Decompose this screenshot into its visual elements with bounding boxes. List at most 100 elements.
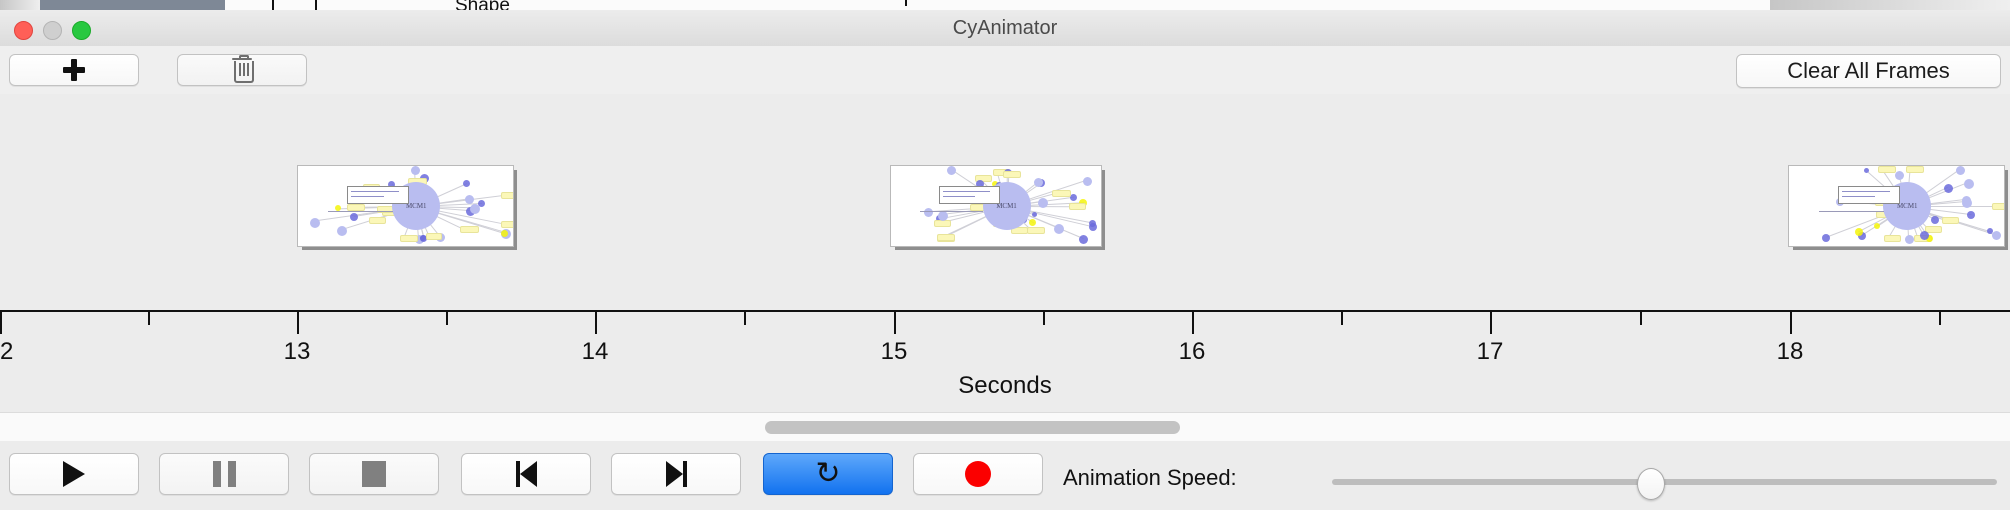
transport-bar: ↻ Animation Speed: (0, 441, 2010, 510)
network-node (1089, 219, 1096, 227)
close-button[interactable] (14, 21, 33, 40)
ruler-baseline (0, 310, 2010, 312)
timeline-ruler: 12 13 14 15 16 17 18 Seconds (0, 310, 2010, 410)
ruler-tick-minor (148, 312, 150, 325)
network-node-label (1884, 235, 1902, 242)
network-node (1032, 211, 1038, 217)
ruler-tick-label: 18 (1776, 338, 1804, 365)
skip-to-end-button[interactable] (611, 453, 741, 495)
network-node (349, 213, 358, 222)
frame-network-preview: MCM1 (1788, 165, 2005, 247)
network-node (1089, 223, 1097, 232)
ruler-tick-minor (744, 312, 746, 325)
clear-all-frames-button[interactable]: Clear All Frames (1736, 54, 2001, 88)
network-node-label (501, 220, 513, 228)
network-node (410, 166, 420, 175)
network-node-label (460, 225, 480, 233)
network-node (1863, 168, 1869, 174)
bg-segment (0, 0, 40, 12)
window-controls (14, 21, 91, 40)
pause-button[interactable] (159, 453, 289, 495)
ruler-tick-label: 14 (581, 338, 609, 365)
bg-tick (315, 0, 317, 12)
frame-network-preview: MCM1 (297, 165, 514, 247)
network-node (388, 180, 396, 188)
frame-toolbar: Clear All Frames (0, 46, 2010, 95)
trash-icon (232, 55, 254, 83)
network-node (336, 226, 347, 237)
frame-thumbnail-3[interactable]: MCM1 (1788, 165, 2008, 250)
frame-network-preview: MCM1 (890, 165, 1102, 247)
timeline-scrollbar-thumb[interactable] (765, 421, 1180, 434)
ruler-tick-label: 12 (0, 338, 14, 365)
timeline-canvas[interactable]: MCM1 MCM1 MCM1 (0, 94, 2010, 310)
bg-tick (272, 0, 274, 12)
network-caption (328, 211, 393, 212)
pause-icon (212, 461, 236, 487)
timeline-scrollbar[interactable] (0, 412, 2010, 442)
network-node (478, 199, 486, 207)
plus-icon (63, 59, 85, 81)
network-annotation-box (939, 186, 1000, 204)
network-node (1070, 193, 1078, 201)
stop-icon (362, 461, 386, 487)
network-node (420, 235, 427, 241)
frame-thumbnail-1[interactable]: MCM1 (297, 165, 517, 250)
network-node (1082, 176, 1092, 186)
network-node-label (934, 219, 952, 227)
skip-forward-icon (665, 461, 687, 487)
network-node (1925, 235, 1933, 242)
network-node-label (501, 191, 513, 199)
title-bar[interactable]: CyAnimator (0, 10, 2010, 47)
network-node (1078, 235, 1088, 244)
skip-to-start-button[interactable] (461, 453, 591, 495)
network-node (464, 195, 474, 205)
window-title: CyAnimator (952, 17, 1058, 39)
network-node-label (399, 235, 418, 242)
network-node (470, 204, 481, 215)
network-node (414, 235, 424, 244)
ruler-tick-minor (1341, 312, 1343, 325)
network-node (1038, 197, 1049, 208)
zoom-button[interactable] (72, 21, 91, 40)
minimize-button[interactable] (43, 21, 62, 40)
network-caption (920, 211, 983, 212)
loop-button[interactable]: ↻ (763, 453, 893, 495)
network-node-label (425, 233, 442, 241)
bg-segment-dark (40, 0, 225, 12)
network-node (1053, 224, 1064, 235)
network-caption (1819, 211, 1884, 212)
background-window-label: Shape (455, 0, 510, 12)
ruler-tick-17 (1490, 312, 1492, 334)
record-icon (965, 461, 991, 487)
clear-all-frames-label: Clear All Frames (1787, 58, 1950, 83)
stop-button[interactable] (309, 453, 439, 495)
play-button[interactable] (9, 453, 139, 495)
network-node (1931, 215, 1940, 224)
add-frame-button[interactable] (9, 54, 139, 86)
network-node (1955, 166, 1965, 175)
ruler-tick-minor (1640, 312, 1642, 325)
frame-thumbnail-2[interactable]: MCM1 (890, 165, 1105, 250)
network-node (501, 230, 508, 238)
network-node-label (1051, 189, 1071, 197)
ruler-tick-13 (297, 312, 299, 334)
network-node (1854, 228, 1863, 237)
network-node (1967, 211, 1976, 219)
network-node (938, 210, 949, 221)
ruler-tick-minor (1939, 312, 1941, 325)
axis-label-seconds: Seconds (958, 372, 1052, 399)
record-button[interactable] (913, 453, 1043, 495)
network-node (463, 179, 471, 187)
ruler-tick-label: 17 (1476, 338, 1504, 365)
network-node-label (1906, 166, 1925, 173)
network-node (1904, 235, 1914, 244)
network-node (1987, 228, 1994, 235)
network-node (309, 217, 320, 228)
animation-speed-slider-thumb[interactable] (1637, 468, 1665, 500)
skip-back-icon (515, 461, 537, 487)
network-node-label (1924, 225, 1942, 233)
network-node (1029, 219, 1037, 227)
delete-frame-button[interactable] (177, 54, 307, 86)
